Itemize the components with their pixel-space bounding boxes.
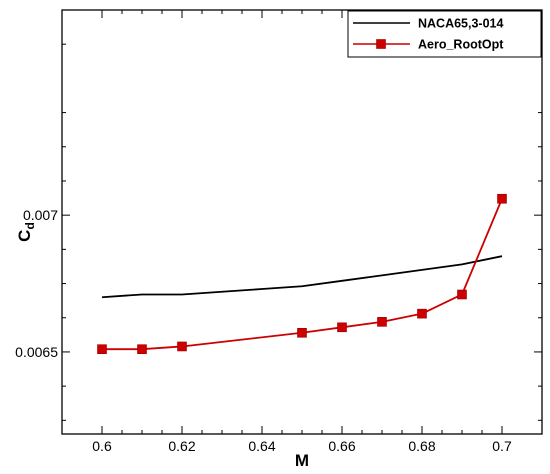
- x-tick-label: 0.6: [92, 438, 112, 454]
- x-tick-label: 0.62: [168, 438, 195, 454]
- legend-box: [347, 10, 542, 58]
- y-axis-label-main: C: [15, 230, 34, 242]
- legend: NACA65,3-014 Aero_RootOpt: [347, 10, 542, 58]
- data-point: [297, 327, 307, 338]
- y-axis-label-sub: d: [23, 222, 37, 229]
- data-point: [377, 317, 387, 327]
- series-line-aero: [102, 198, 503, 351]
- axis-ticks: [62, 10, 542, 434]
- data-point: [97, 344, 107, 355]
- data-point: [137, 344, 147, 355]
- legend-label-naca: NACA65,3-014: [418, 17, 504, 31]
- tick-labels: 0.6 0.62 0.64 0.66 0.68 0.7 0.0065 0.007: [15, 207, 512, 454]
- plot-frame: [61, 9, 543, 435]
- data-point: [337, 322, 347, 333]
- y-tick-label: 0.007: [23, 207, 58, 223]
- x-tick-label: 0.66: [328, 438, 355, 454]
- y-tick-label: 0.0065: [15, 344, 58, 360]
- data-point: [417, 308, 427, 319]
- data-point: [497, 193, 507, 204]
- data-point: [177, 341, 187, 352]
- x-tick-label: 0.64: [248, 438, 275, 454]
- x-axis-label: M: [295, 451, 309, 470]
- legend-label-aero: Aero_RootOpt: [418, 38, 504, 52]
- x-tick-label: 0.7: [492, 438, 512, 454]
- x-tick-label: 0.68: [408, 438, 435, 454]
- series-layer: [97, 193, 507, 355]
- y-axis-label: Cd: [15, 222, 37, 242]
- series-line-naca: [101, 255, 503, 299]
- data-point: [457, 289, 467, 300]
- legend-marker-aero: [376, 39, 386, 49]
